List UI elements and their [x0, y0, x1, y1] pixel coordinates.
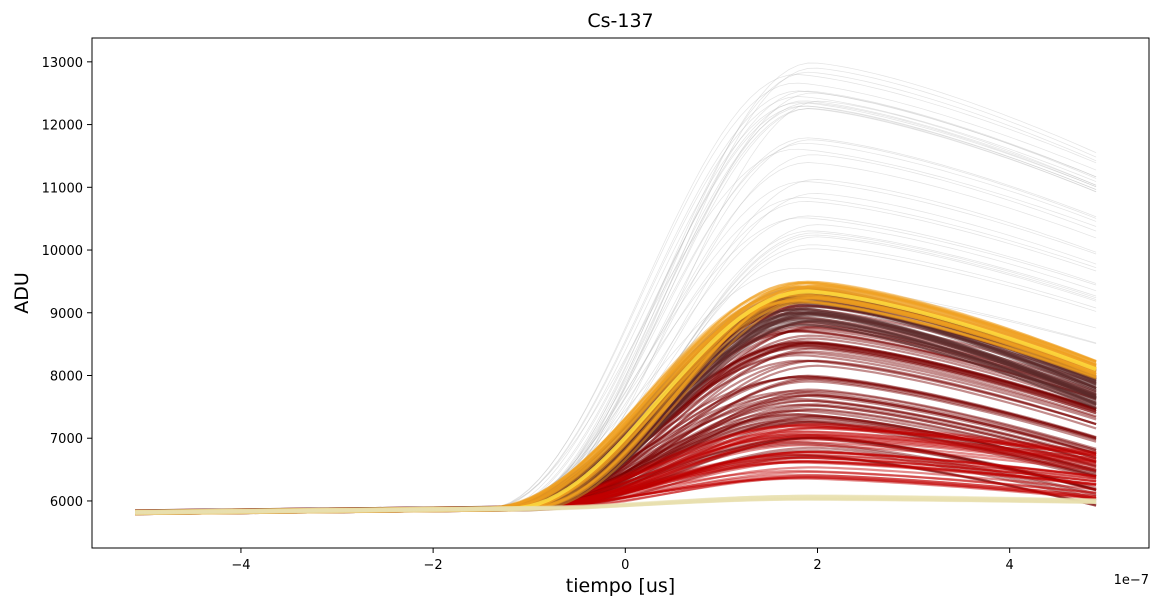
trace-line — [135, 495, 1097, 515]
trace-line — [135, 497, 1097, 515]
x-tick-label: 2 — [813, 558, 821, 573]
y-tick-label: 8000 — [50, 369, 83, 384]
trace-line — [135, 497, 1097, 514]
trace-line — [135, 494, 1097, 515]
y-tick-label: 11000 — [42, 181, 83, 196]
trace-line — [135, 496, 1097, 514]
trace-line — [135, 497, 1097, 514]
trace-line — [135, 496, 1097, 515]
y-axis: 6000 7000 8000 9000 10000 11000 12000 13000 — [42, 56, 92, 510]
trace-line — [135, 497, 1097, 512]
plot-frame — [91, 37, 1150, 549]
x-tick-label: −2 — [424, 558, 443, 573]
trace-line — [135, 498, 1097, 514]
y-tick-label: 13000 — [42, 56, 83, 71]
x-tick-label: 0 — [621, 558, 629, 573]
trace-line — [135, 497, 1097, 514]
trace-line — [135, 494, 1097, 514]
y-tick-label: 12000 — [42, 119, 83, 134]
x-offset-label: 1e−7 — [1114, 573, 1149, 588]
x-tick-label: 4 — [1006, 558, 1014, 573]
traces-layer — [135, 62, 1097, 516]
x-axis: −4 −2 0 2 4 — [231, 548, 1014, 573]
trace-line — [135, 498, 1097, 513]
trace-line — [135, 497, 1097, 513]
trace-line — [135, 494, 1097, 512]
x-tick-label: −4 — [231, 558, 250, 573]
y-axis-label: ADU — [11, 272, 33, 314]
trace-core-line — [135, 289, 1097, 515]
trace-line — [135, 498, 1097, 516]
y-tick-label: 10000 — [42, 244, 83, 259]
y-tick-label: 7000 — [50, 432, 83, 447]
y-tick-label: 6000 — [50, 495, 83, 510]
y-tick-label: 9000 — [50, 307, 83, 322]
x-axis-label: tiempo [us] — [566, 575, 675, 597]
chart-title: Cs-137 — [587, 10, 653, 32]
